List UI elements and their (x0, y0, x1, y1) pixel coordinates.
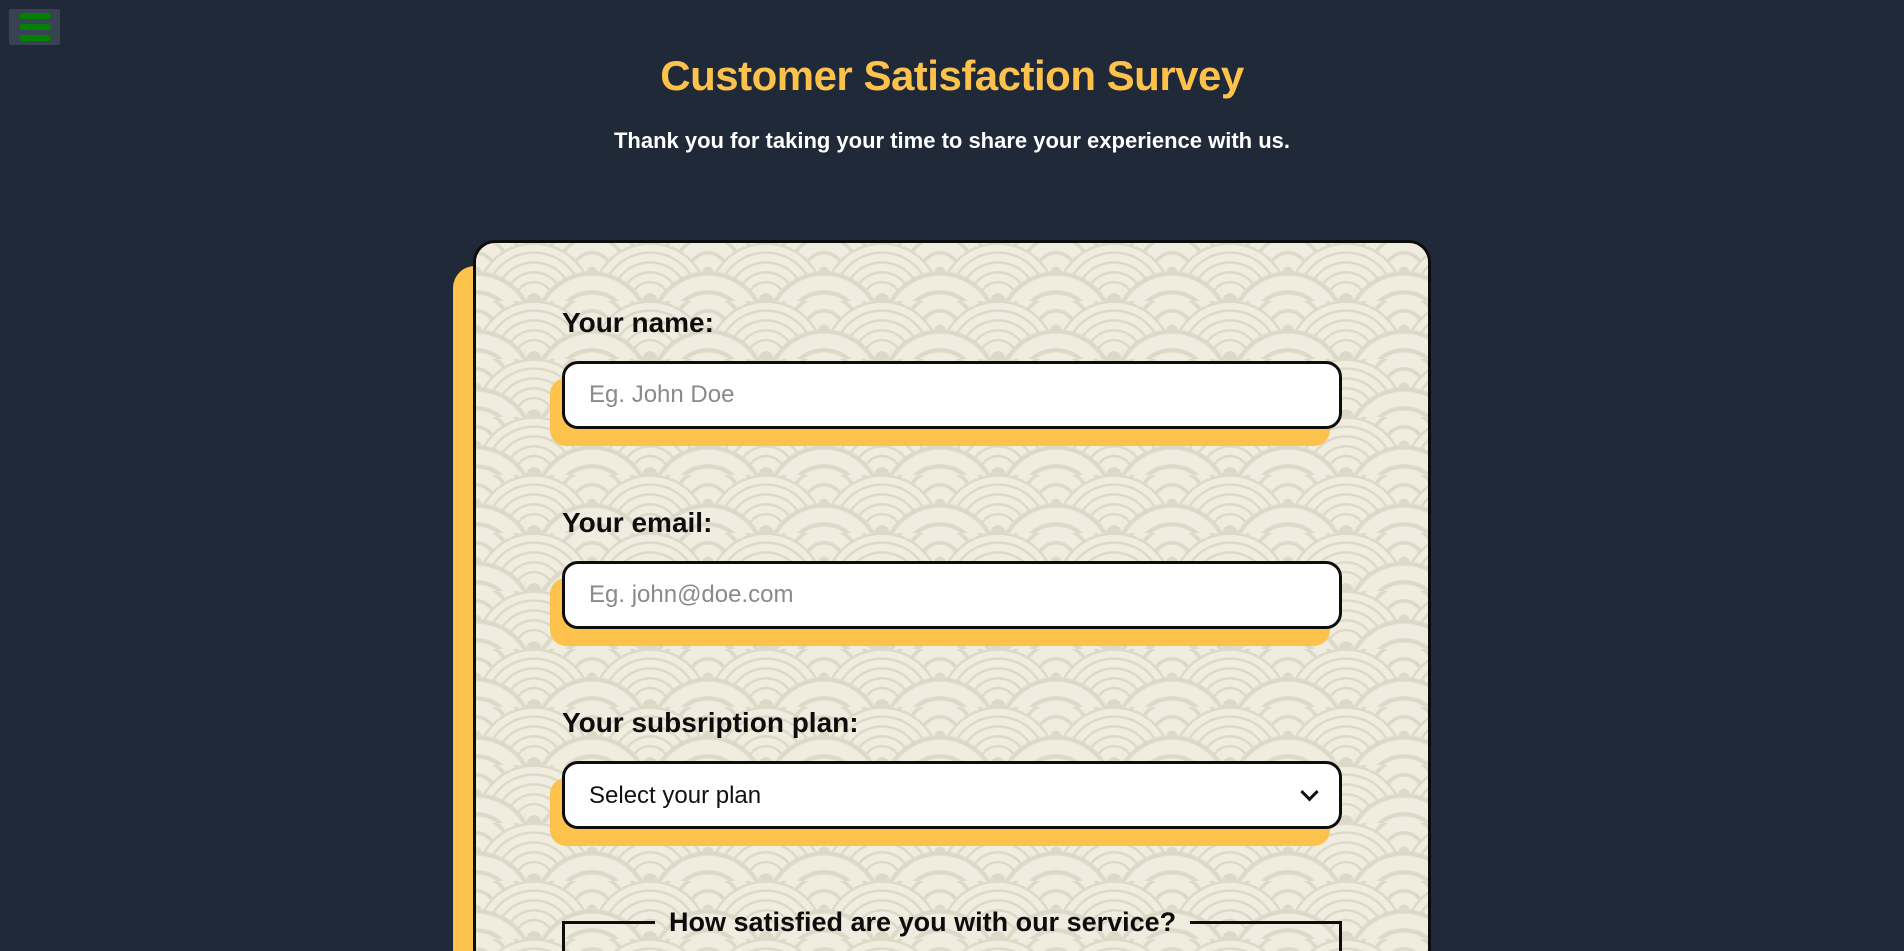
email-label: Your email: (562, 507, 713, 538)
page-subtitle: Thank you for taking your time to share … (613, 128, 1291, 153)
hamburger-bar (18, 13, 51, 19)
email-input[interactable] (562, 561, 1342, 629)
name-field-group: Your name: (562, 307, 1342, 429)
name-input[interactable] (562, 361, 1342, 429)
satisfaction-legend: How satisfied are you with our service? (669, 907, 1177, 937)
survey-card: Your name: Your email: Your subsription … (473, 240, 1431, 951)
hamburger-menu-button[interactable] (9, 9, 60, 45)
plan-field-group: Your subsription plan: Select your plan (562, 707, 1342, 829)
satisfaction-fieldset: How satisfied are you with our service? (562, 907, 1342, 951)
plan-select[interactable]: Select your plan (562, 761, 1342, 829)
name-label: Your name: (562, 307, 714, 338)
page-title: Customer Satisfaction Survey (660, 52, 1244, 99)
hamburger-bar (18, 35, 51, 41)
plan-label: Your subsription plan: (562, 707, 859, 738)
plan-select-wrapper: Select your plan (562, 761, 1342, 829)
hamburger-bar (18, 24, 51, 30)
hamburger-icon (18, 13, 51, 41)
email-field-group: Your email: (562, 507, 1342, 629)
